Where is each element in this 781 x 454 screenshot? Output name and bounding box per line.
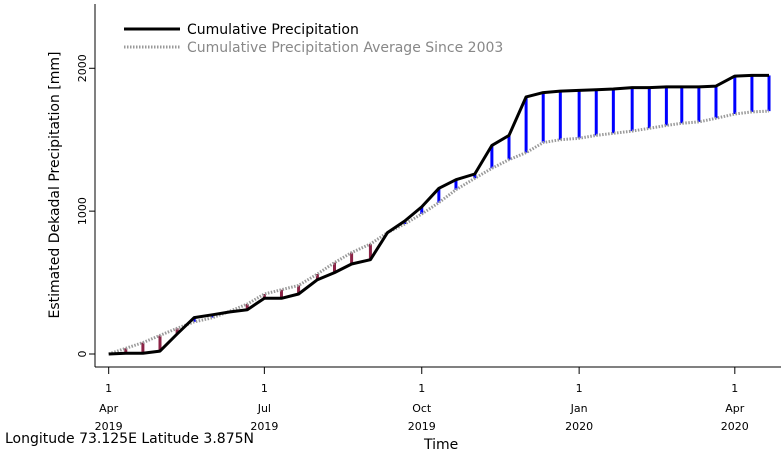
x-tick-year-3: 2020 <box>565 420 593 433</box>
x-tick-month-4: Apr <box>725 402 745 415</box>
x-tick-year-0: 2019 <box>95 420 123 433</box>
x-tick-month-1: Jul <box>257 402 271 415</box>
y-axis-label: Estimated Dekadal Precipitation [mm] <box>47 52 63 319</box>
anomaly-bars-layer <box>124 75 771 354</box>
y-tick-label-0: 0 <box>76 351 89 358</box>
y-tick-label-2: 2000 <box>76 54 89 82</box>
x-axis-label: Time <box>423 437 458 453</box>
x-tick-year-2: 2019 <box>408 420 436 433</box>
x-tick-month-0: Apr <box>99 402 119 415</box>
series-average-line <box>108 109 770 356</box>
x-tick-day-0: 1 <box>105 382 112 395</box>
x-tick-day-2: 1 <box>418 382 425 395</box>
series-cumulative-line <box>108 73 769 356</box>
x-tick-day-4: 1 <box>731 382 738 395</box>
x-tick-month-3: Jan <box>570 402 588 415</box>
location-footer: Longitude 73.125E Latitude 3.875N <box>5 431 254 447</box>
x-tick-month-2: Oct <box>412 402 432 415</box>
legend-label-average: Cumulative Precipitation Average Since 2… <box>187 40 503 56</box>
series-lines-layer <box>108 73 770 356</box>
x-tick-day-1: 1 <box>261 382 268 395</box>
x-tick-day-3: 1 <box>576 382 583 395</box>
ticks-layer: 0 1000 2000 1 Apr 2019 1 Jul 2019 1 Oct 2019 1 Jan 202… <box>76 54 749 433</box>
y-tick-label-1: 1000 <box>76 197 89 225</box>
legend-label-cumulative: Cumulative Precipitation <box>187 22 359 38</box>
legend: Cumulative Precipitation Cumulative Prec… <box>124 22 503 56</box>
x-tick-year-1: 2019 <box>250 420 278 433</box>
x-tick-year-4: 2020 <box>721 420 749 433</box>
